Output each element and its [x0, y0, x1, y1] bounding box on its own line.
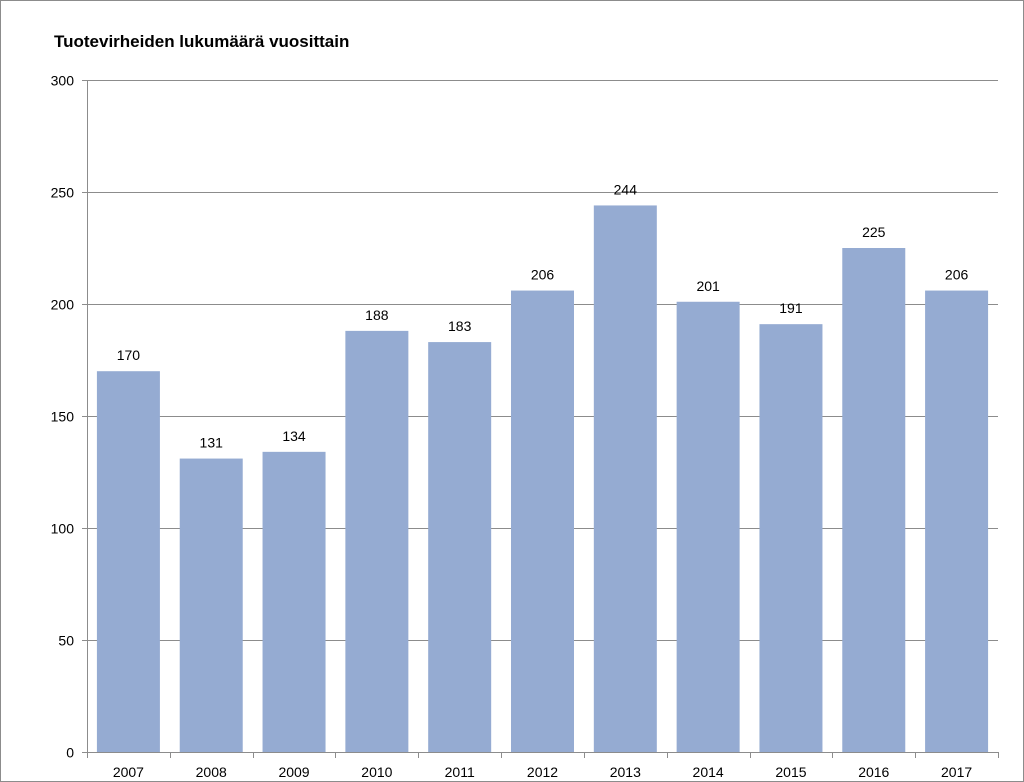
bar	[262, 451, 326, 752]
x-tick-label: 2015	[775, 764, 806, 780]
bar	[428, 342, 492, 752]
bar	[345, 330, 409, 752]
data-label: 183	[448, 318, 472, 334]
x-tick-label: 2007	[113, 764, 144, 780]
bar	[842, 248, 906, 752]
y-tick-label: 250	[51, 185, 75, 201]
bar	[593, 205, 657, 752]
data-label: 206	[945, 267, 969, 283]
data-label: 131	[200, 435, 224, 451]
data-label: 201	[696, 278, 720, 294]
data-label: 225	[862, 224, 886, 240]
x-tick-label: 2017	[941, 764, 972, 780]
bar	[511, 290, 574, 752]
data-label: 188	[365, 307, 389, 323]
x-tick-label: 2012	[527, 764, 558, 780]
y-tick-label: 0	[66, 745, 74, 761]
bar	[96, 371, 160, 752]
data-label: 191	[779, 300, 803, 316]
bar	[676, 301, 740, 752]
x-tick-label: 2014	[693, 764, 724, 780]
data-label: 244	[614, 181, 638, 197]
bar	[759, 324, 823, 752]
x-tick-label: 2010	[361, 764, 392, 780]
bar	[179, 458, 243, 752]
bar	[925, 290, 989, 752]
x-tick-label: 2009	[278, 764, 309, 780]
data-label: 206	[531, 267, 555, 283]
chart-title: Tuotevirheiden lukumäärä vuosittain	[54, 32, 350, 51]
x-tick-label: 2013	[610, 764, 641, 780]
y-tick-label: 150	[51, 409, 75, 425]
data-label: 134	[282, 428, 306, 444]
y-tick-label: 100	[51, 521, 75, 537]
y-tick-label: 50	[58, 633, 74, 649]
data-label: 170	[117, 347, 141, 363]
x-tick-label: 2008	[196, 764, 227, 780]
y-tick-label: 200	[51, 297, 75, 313]
x-tick-label: 2011	[445, 764, 475, 780]
y-tick-label: 300	[51, 73, 75, 89]
x-tick-label: 2016	[858, 764, 889, 780]
